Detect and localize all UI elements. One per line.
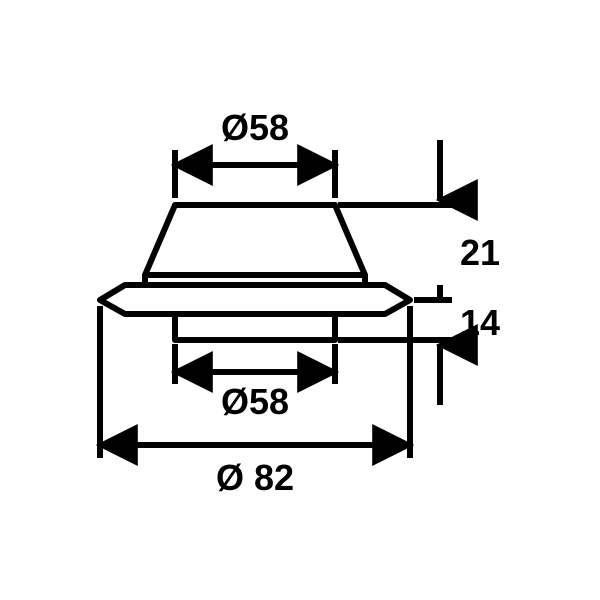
- label-top-diameter: Ø58: [221, 107, 289, 148]
- label-outer-diameter: Ø 82: [216, 457, 294, 498]
- dim-mid-diameter: [175, 344, 335, 384]
- label-height-lower: 14: [460, 302, 500, 343]
- dim-top-diameter: [175, 150, 335, 198]
- label-mid-diameter: Ø58: [221, 381, 289, 422]
- dimension-drawing: Ø58 Ø58 Ø 82 21 14: [0, 0, 600, 600]
- part-outline: [100, 205, 410, 340]
- label-height-upper: 21: [460, 232, 500, 273]
